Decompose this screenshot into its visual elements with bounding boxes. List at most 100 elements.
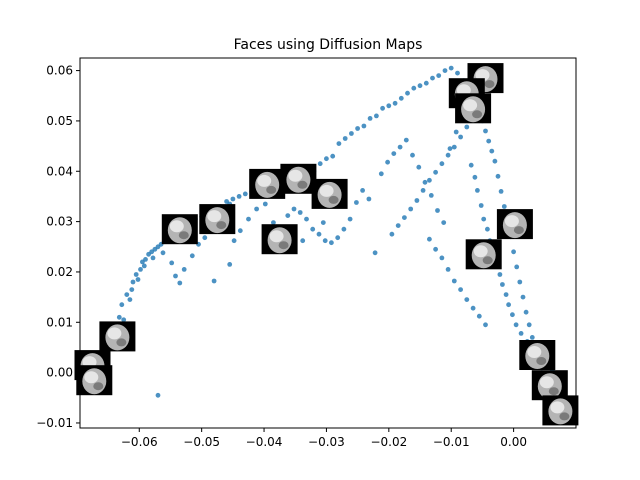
data-point [189,253,195,259]
data-point [361,123,367,129]
data-point [155,392,161,398]
data-point [518,331,524,336]
data-point [485,226,490,232]
face-thumbnail [76,365,113,396]
data-point [347,216,353,222]
face-thumbnail [280,163,317,194]
data-point [495,173,501,179]
data-point [451,144,457,150]
data-point [335,235,341,241]
face-thumbnail [496,209,533,240]
data-point [360,188,365,193]
data-point [291,206,297,212]
data-point [227,262,233,267]
data-point [236,194,242,199]
data-point [138,267,143,272]
data-point [489,148,495,154]
data-point [417,83,423,89]
data-point [447,146,453,152]
data-point [322,238,328,244]
data-point [464,297,470,302]
x-axis-ticks: −0.06 −0.05 −0.04 −0.03 −0.02 −0.01 0.00 [121,428,527,449]
y-tick-label: 0.00 [46,366,73,380]
data-point [349,131,354,136]
data-point [436,73,442,78]
face-thumbnail [531,370,568,401]
data-point [354,200,359,205]
data-point [476,313,482,319]
data-point [341,226,347,232]
face-thumbnail [161,214,198,245]
data-point [468,162,474,168]
data-point [169,260,175,266]
face-thumbnail [542,395,579,426]
data-point [458,134,463,140]
data-point [458,287,463,292]
data-point [211,278,217,284]
data-point [177,280,183,286]
data-point [483,128,488,134]
data-point [423,80,429,86]
data-point [271,220,276,226]
data-point [237,228,243,234]
data-point [517,279,523,285]
data-point [367,116,373,121]
data-point [403,137,409,143]
x-tick-label: −0.02 [370,435,407,449]
data-point [392,100,398,106]
data-point [511,249,516,255]
data-point [414,198,420,203]
data-point [410,152,415,158]
x-tick-label: −0.03 [308,435,345,449]
data-point [448,65,454,71]
data-point [439,255,445,261]
data-point [355,126,360,131]
face-thumbnail [249,168,286,199]
data-point [141,263,147,269]
data-point [514,264,520,270]
data-point [435,208,440,213]
face-thumbnail [99,321,136,352]
data-point [451,278,457,284]
data-point [428,193,434,198]
data-point [317,161,323,167]
data-point [366,196,372,202]
y-tick-label: −0.01 [36,416,73,430]
data-point [231,238,237,244]
data-point [395,223,401,229]
data-point [135,277,141,282]
data-point [520,294,526,300]
face-thumbnail [261,224,298,255]
data-point [160,250,166,256]
data-point [389,231,395,237]
face-thumbnail [199,204,236,235]
face-thumbnail [311,178,348,209]
data-point [472,174,478,180]
data-point [380,105,385,111]
data-point [119,302,125,308]
data-point [285,213,291,219]
data-point [127,297,133,302]
y-tick-label: 0.06 [46,64,73,78]
x-tick-label: −0.04 [246,435,283,449]
x-tick-label: −0.05 [183,435,220,449]
x-tick-label: −0.06 [121,435,158,449]
data-point [129,287,135,292]
data-point [316,231,322,237]
data-point [297,210,303,215]
plot-area [74,63,579,426]
data-point [497,272,503,277]
data-point [427,177,432,183]
data-point [402,215,407,221]
chart-title: Faces using Diffusion Maps [234,37,423,53]
data-point [492,158,498,164]
data-point [372,250,378,256]
data-point [124,292,130,297]
data-point [310,226,316,232]
data-point [324,156,329,162]
data-point [478,203,484,208]
x-tick-label: −0.01 [433,435,470,449]
data-point [420,188,426,193]
x-tick-label: 0.00 [500,435,527,449]
